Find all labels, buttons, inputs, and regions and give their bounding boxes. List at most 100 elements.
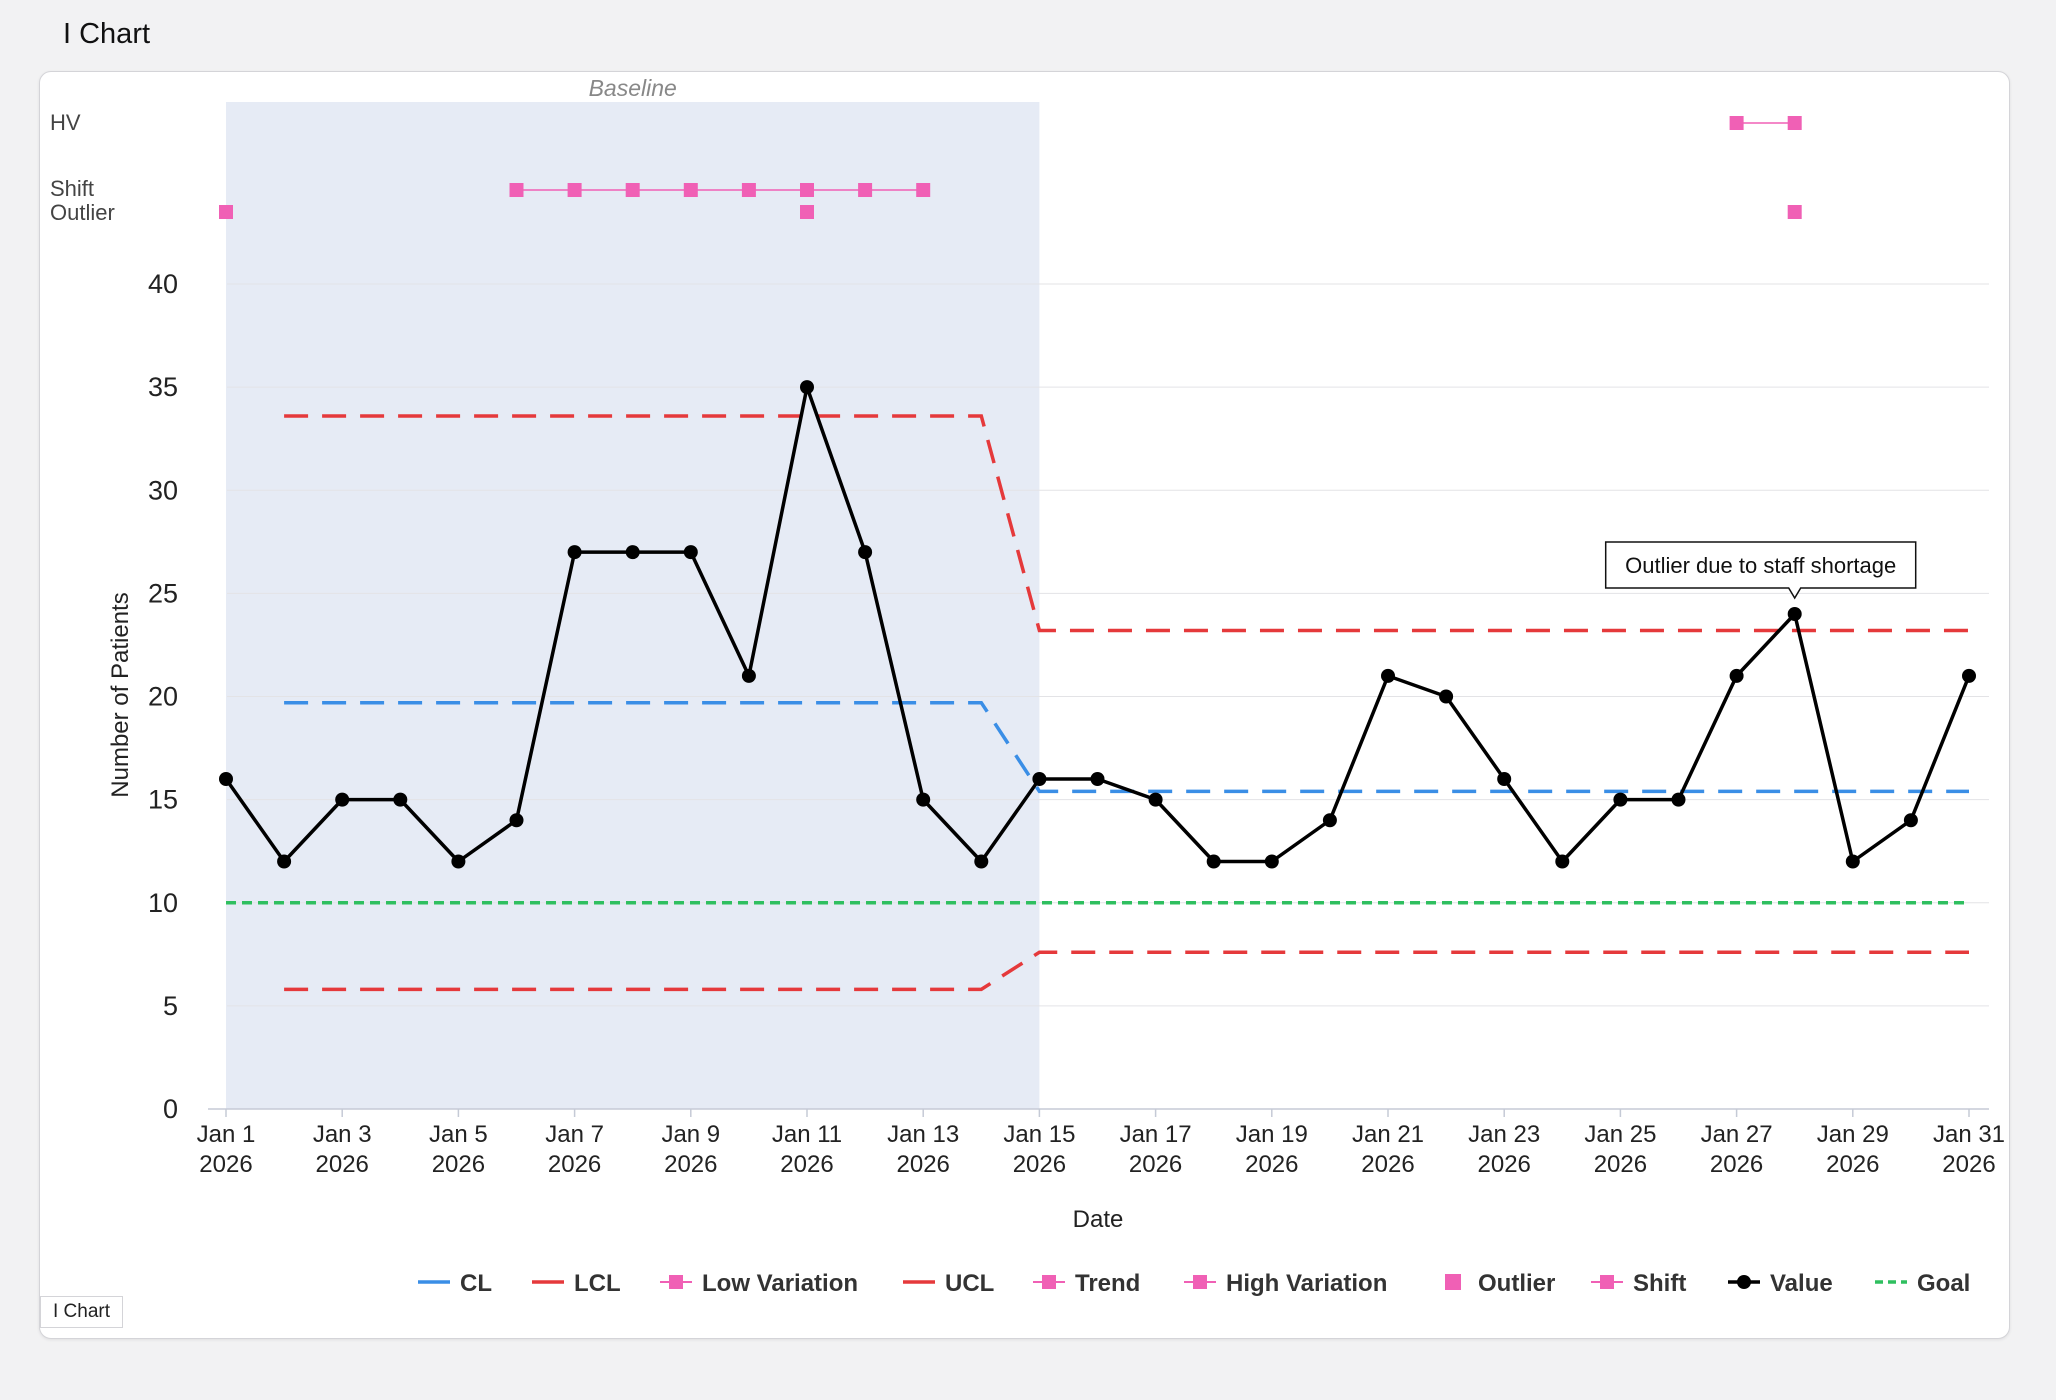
- value-point: [1206, 854, 1221, 869]
- signal-marker: [509, 183, 524, 197]
- legend-swatch: [1445, 1274, 1461, 1290]
- x-tick-label: Jan 23: [1468, 1121, 1540, 1148]
- cl-line: [284, 700, 1969, 794]
- value-point: [974, 854, 989, 869]
- value-point: [1322, 813, 1337, 828]
- value-point: [625, 545, 640, 560]
- x-tick-year: 2026: [199, 1151, 252, 1178]
- legend-label: Shift: [1633, 1270, 1686, 1297]
- signal-row-label: Shift: [50, 176, 94, 201]
- value-point: [335, 792, 350, 807]
- x-tick-year: 2026: [664, 1151, 717, 1178]
- x-tick-label: Jan 5: [429, 1121, 488, 1148]
- signal-marker: [800, 205, 814, 219]
- x-tick-label: Jan 7: [545, 1121, 604, 1148]
- value-point: [1032, 772, 1047, 786]
- value-point: [916, 792, 931, 807]
- chart-tab[interactable]: I Chart: [40, 1296, 124, 1328]
- value-point: [1962, 668, 1976, 683]
- x-axis-title: Date: [1073, 1206, 1124, 1233]
- signal-marker: [1729, 116, 1744, 130]
- page-title: I Chart: [63, 18, 151, 50]
- signal-marker: [741, 183, 756, 197]
- y-tick-label: 5: [163, 991, 178, 1021]
- x-tick-year: 2026: [1245, 1151, 1298, 1178]
- legend-label: Value: [1770, 1270, 1833, 1297]
- x-tick-year: 2026: [1710, 1151, 1763, 1178]
- value-point: [1497, 772, 1512, 786]
- legend-swatch-marker: [1600, 1275, 1614, 1289]
- value-point: [800, 380, 814, 395]
- y-tick-label: 20: [148, 682, 178, 712]
- legend-label: CL: [460, 1270, 492, 1297]
- x-tick-label: Jan 9: [661, 1121, 720, 1148]
- baseline-label: Baseline: [589, 75, 677, 101]
- x-tick-label: Jan 15: [1003, 1121, 1075, 1148]
- x-tick-year: 2026: [1594, 1151, 1647, 1178]
- x-tick-year: 2026: [1826, 1151, 1879, 1178]
- signal-marker: [625, 183, 640, 197]
- legend-label: Outlier: [1478, 1270, 1555, 1297]
- value-point: [1903, 813, 1918, 828]
- signal-marker: [800, 183, 814, 197]
- y-tick-label: 30: [148, 475, 178, 505]
- y-tick-label: 25: [148, 578, 178, 608]
- legend-swatch-marker: [669, 1275, 683, 1289]
- legend-label: High Variation: [1226, 1270, 1387, 1297]
- signal-row-label: HV: [50, 110, 81, 135]
- legend-swatch-marker: [1042, 1275, 1056, 1289]
- x-tick-year: 2026: [1129, 1151, 1182, 1178]
- value-point: [219, 772, 233, 786]
- value-point: [1671, 792, 1686, 807]
- legend-swatch-marker: [1737, 1275, 1751, 1289]
- x-tick-year: 2026: [432, 1151, 485, 1178]
- signal-marker: [1787, 205, 1802, 219]
- signal-marker: [219, 205, 233, 219]
- legend-swatch-marker: [1193, 1275, 1207, 1289]
- x-tick-year: 2026: [1013, 1151, 1066, 1178]
- legend-label: Trend: [1075, 1270, 1140, 1297]
- x-tick-year: 2026: [1942, 1151, 1995, 1178]
- x-tick-year: 2026: [316, 1151, 369, 1178]
- value-point: [277, 854, 292, 869]
- x-tick-label: Jan 17: [1120, 1121, 1192, 1148]
- value-point: [683, 545, 698, 560]
- value-point: [741, 668, 756, 683]
- signal-marker: [1787, 116, 1802, 130]
- x-tick-year: 2026: [897, 1151, 950, 1178]
- x-tick-label: Jan 29: [1817, 1121, 1889, 1148]
- lcl-line: [284, 950, 1969, 992]
- signal-row-label: Outlier: [50, 200, 115, 225]
- signal-marker: [858, 183, 873, 197]
- baseline-band: [226, 102, 1040, 1109]
- x-tick-year: 2026: [1361, 1151, 1414, 1178]
- legend-label: LCL: [574, 1270, 621, 1297]
- value-point: [1439, 689, 1454, 704]
- value-point: [509, 813, 524, 828]
- value-point: [1090, 772, 1105, 786]
- value-point: [1845, 854, 1860, 869]
- value-point: [567, 545, 582, 560]
- legend-label: Low Variation: [702, 1270, 858, 1297]
- value-point: [393, 792, 408, 807]
- y-tick-label: 10: [148, 888, 178, 918]
- y-tick-label: 0: [163, 1094, 178, 1124]
- x-tick-label: Jan 31: [1933, 1121, 2005, 1148]
- legend-label: UCL: [945, 1270, 994, 1297]
- legend-label: Goal: [1917, 1270, 1970, 1297]
- x-tick-label: Jan 11: [772, 1121, 842, 1148]
- value-point: [451, 854, 466, 869]
- signal-marker: [567, 183, 582, 197]
- y-tick-label: 15: [148, 785, 178, 815]
- value-point: [858, 545, 873, 560]
- x-tick-label: Jan 3: [313, 1121, 372, 1148]
- value-point: [1787, 607, 1802, 621]
- x-tick-year: 2026: [548, 1151, 601, 1178]
- value-point: [1148, 792, 1163, 807]
- value-point: [1555, 854, 1570, 869]
- x-tick-label: Jan 19: [1236, 1121, 1308, 1148]
- x-tick-label: Jan 21: [1352, 1121, 1424, 1148]
- y-tick-label: 35: [148, 372, 178, 402]
- annotation-text: Outlier due to staff shortage: [1625, 553, 1896, 578]
- x-tick-year: 2026: [780, 1151, 833, 1178]
